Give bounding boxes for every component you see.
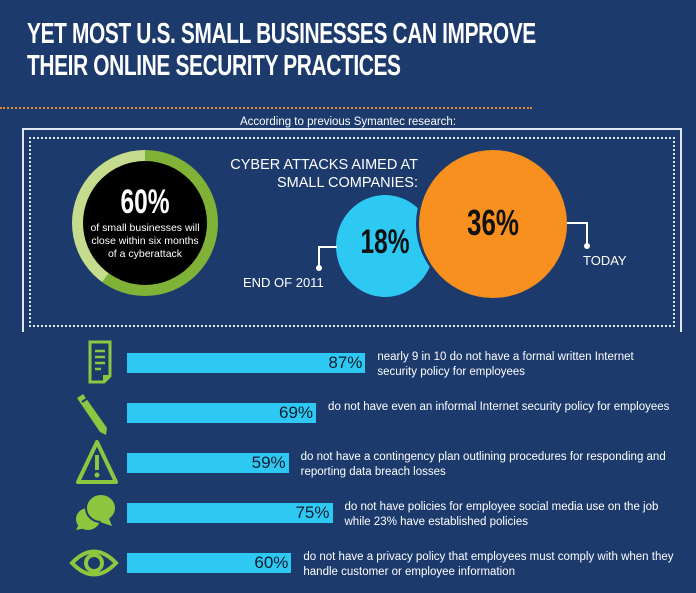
chat-icon [68, 488, 120, 538]
stat-description: do not have a contingency plan outlining… [300, 451, 666, 478]
stat-bar: 87% [127, 353, 366, 373]
dot-today [584, 243, 590, 249]
stat-bar-label: 59% [251, 453, 286, 472]
connector-today-v [586, 222, 588, 245]
label-today: TODAY [583, 253, 627, 268]
stat-description: do not have a privacy policy that employ… [303, 551, 674, 578]
divider [0, 107, 532, 109]
label-2011: END OF 2011 [243, 275, 324, 290]
stat-bar-label: 60% [254, 553, 289, 572]
attacks-title-line1: CYBER ATTACKS AIMED AT [230, 157, 418, 173]
stat-bar: 69% [127, 403, 317, 423]
stat-row: 87% nearly 9 in 10 do not have a formal w… [0, 338, 696, 388]
connector-today [567, 222, 587, 224]
warning-icon [68, 438, 120, 488]
pct-today: 36% [467, 202, 519, 243]
stat-row: 60% do not have a privacy policy that emp… [0, 538, 696, 588]
stat-description: do not have policies for employee social… [344, 501, 659, 528]
pencil-icon [68, 388, 120, 438]
closure-ring: 60% of small businesses will close withi… [72, 150, 218, 296]
stat-bar: 75% [127, 503, 333, 523]
attacks-title-line2: SMALL COMPANIES: [276, 175, 418, 191]
stat-bar-label: 69% [279, 403, 314, 422]
stat-row: 69% do not have even an informal Internet… [0, 388, 696, 438]
circle-2011: 18% [336, 195, 434, 297]
connector-2011 [318, 246, 337, 248]
circle-today: 36% [419, 150, 567, 298]
page-title-line1: YET MOST U.S. SMALL BUSINESSES CAN IMPRO… [27, 18, 536, 50]
page-title-line2: THEIR ONLINE SECURITY PRACTICES [27, 50, 401, 82]
research-box [22, 128, 682, 332]
connector-2011-v [318, 246, 320, 268]
closure-pct: 60% [120, 183, 170, 221]
stat-row: 59% do not have a contingency plan outlin… [0, 438, 696, 488]
dot-2011 [316, 265, 322, 271]
stat-bar-label: 75% [295, 503, 330, 522]
stat-description: do not have even an informal Internet se… [328, 401, 670, 413]
closure-text: of small businesses will close within si… [90, 222, 200, 260]
stat-bar: 59% [127, 453, 289, 473]
stat-row: 75% do not have policies for employee soc… [0, 488, 696, 538]
stat-bar: 60% [127, 553, 292, 573]
document-icon [68, 338, 120, 388]
stat-description: nearly 9 in 10 do not have a formal writ… [377, 351, 634, 378]
attacks-title: CYBER ATTACKS AIMED AT SMALL COMPANIES: [230, 156, 418, 192]
pct-2011: 18% [360, 223, 410, 261]
research-box-inner [29, 137, 675, 327]
eye-icon [68, 538, 120, 588]
stat-bar-label: 87% [328, 353, 363, 372]
research-intro: According to previous Symantec research: [239, 116, 457, 128]
